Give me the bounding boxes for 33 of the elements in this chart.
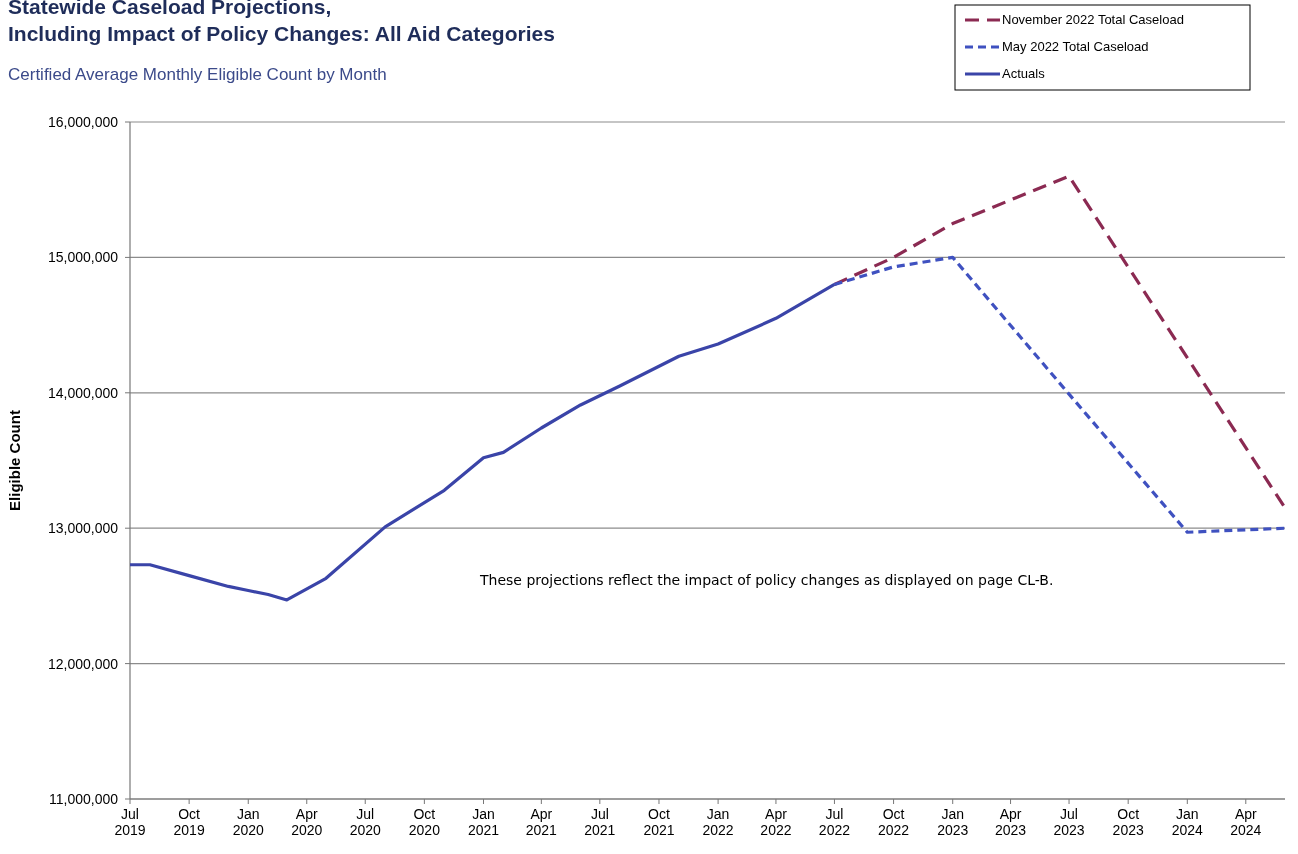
x-tick-label: Apr 2021 bbox=[525, 806, 558, 838]
x-tick-label: Jan 2022 bbox=[702, 806, 734, 838]
x-tick-label: Jul 2022 bbox=[818, 806, 851, 838]
x-tick-label: Oct 2022 bbox=[877, 806, 910, 838]
y-tick-label: 16,000,000 bbox=[47, 114, 119, 130]
y-tick-label: 12,000,000 bbox=[47, 655, 119, 672]
y-tick-label: 14,000,000 bbox=[47, 384, 119, 401]
y-axis-title: Eligible Count bbox=[6, 410, 23, 511]
x-tick-label: Apr 2023 bbox=[994, 806, 1027, 838]
x-tick-label: Oct 2023 bbox=[1112, 806, 1144, 838]
legend-label: November 2022 Total Caseload bbox=[1002, 12, 1184, 27]
y-tick-label: 13,000,000 bbox=[47, 520, 119, 537]
x-tick-label: Jan 2023 bbox=[937, 806, 969, 838]
x-tick-label: Apr 2022 bbox=[760, 806, 792, 838]
x-tick-label: Jul 2021 bbox=[584, 806, 616, 838]
x-tick-label: Apr 2020 bbox=[291, 806, 323, 838]
x-tick-label: Jul 2020 bbox=[349, 806, 382, 838]
x-tick-label: Jul 2023 bbox=[1053, 806, 1085, 838]
x-tick-label: Oct 2020 bbox=[408, 806, 441, 838]
x-tick-label: Oct 2019 bbox=[173, 806, 205, 838]
legend-label: Actuals bbox=[1002, 66, 1046, 81]
x-tick-label: Jan 2020 bbox=[232, 806, 265, 838]
y-tick-label: 11,000,000 bbox=[48, 791, 119, 807]
x-tick-label: Apr 2024 bbox=[1230, 806, 1262, 838]
x-tick-label: Oct 2021 bbox=[643, 806, 675, 838]
x-tick-label: Jan 2024 bbox=[1171, 806, 1204, 838]
legend-label: May 2022 Total Caseload bbox=[1002, 39, 1149, 54]
line-series bbox=[832, 255, 1287, 534]
y-tick-label: 15,000,000 bbox=[47, 249, 119, 266]
chart-subtitle: Certified Average Monthly Eligible Count by Month bbox=[8, 65, 387, 84]
annotation: These projections reflect the impact of policy changes as displayed on page CL-B. bbox=[479, 572, 1054, 588]
x-tick-label: Jul 2019 bbox=[114, 806, 146, 838]
x-tick-label: Jan 2021 bbox=[467, 806, 500, 838]
